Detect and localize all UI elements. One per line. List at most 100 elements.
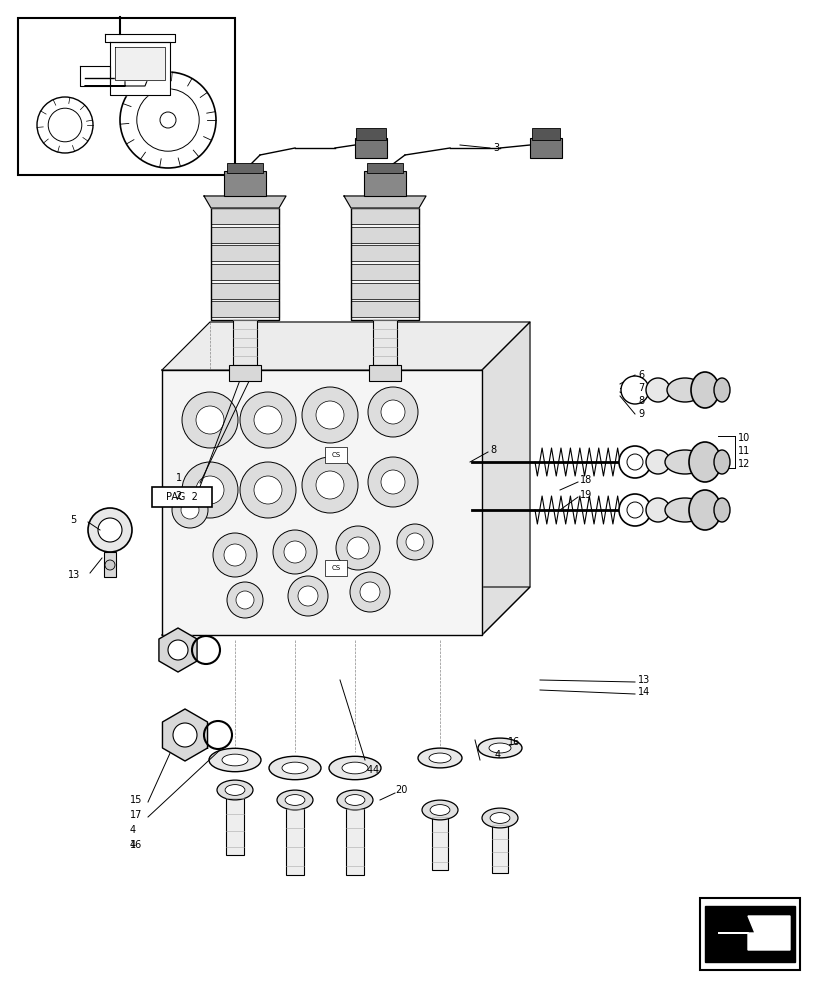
Polygon shape	[162, 709, 208, 761]
Circle shape	[168, 640, 188, 660]
Circle shape	[336, 526, 380, 570]
Circle shape	[396, 524, 433, 560]
Text: 14: 14	[638, 687, 649, 697]
Circle shape	[405, 533, 423, 551]
Ellipse shape	[284, 795, 304, 805]
Circle shape	[37, 97, 93, 153]
Text: 20: 20	[394, 785, 407, 795]
Ellipse shape	[328, 756, 380, 780]
Bar	[227, 163, 263, 173]
Bar	[325, 447, 347, 463]
Circle shape	[172, 492, 208, 528]
Text: 16: 16	[130, 840, 142, 850]
Polygon shape	[211, 301, 279, 317]
Circle shape	[350, 572, 390, 612]
Ellipse shape	[688, 442, 720, 482]
Ellipse shape	[481, 808, 518, 828]
Circle shape	[298, 586, 318, 606]
Circle shape	[626, 454, 643, 470]
Circle shape	[316, 471, 343, 499]
Circle shape	[120, 72, 216, 168]
Circle shape	[236, 591, 254, 609]
Polygon shape	[351, 227, 418, 243]
Ellipse shape	[667, 378, 702, 402]
Circle shape	[213, 533, 256, 577]
Polygon shape	[162, 587, 529, 635]
Text: 4: 4	[130, 840, 136, 850]
Polygon shape	[343, 196, 425, 208]
Ellipse shape	[269, 756, 321, 780]
Polygon shape	[80, 66, 110, 86]
Text: 4: 4	[130, 825, 136, 835]
Bar	[152, 487, 212, 507]
Text: 4: 4	[366, 765, 373, 775]
Ellipse shape	[225, 785, 245, 795]
Circle shape	[302, 457, 357, 513]
Polygon shape	[162, 322, 529, 370]
Circle shape	[48, 108, 82, 142]
Polygon shape	[110, 42, 170, 95]
Circle shape	[288, 576, 327, 616]
Bar	[285, 800, 304, 875]
Ellipse shape	[477, 738, 521, 758]
Text: 17: 17	[130, 810, 142, 820]
Text: 5: 5	[70, 515, 76, 525]
Ellipse shape	[217, 780, 253, 800]
Bar	[432, 810, 447, 870]
Text: 4: 4	[372, 765, 379, 775]
Ellipse shape	[489, 743, 510, 753]
Polygon shape	[203, 196, 285, 208]
Polygon shape	[159, 628, 197, 672]
Polygon shape	[351, 301, 418, 317]
Circle shape	[619, 494, 650, 526]
Polygon shape	[85, 61, 155, 86]
Polygon shape	[115, 47, 165, 80]
Polygon shape	[211, 208, 279, 224]
Polygon shape	[105, 34, 174, 42]
Polygon shape	[351, 264, 418, 280]
Bar	[232, 320, 256, 365]
Text: 9: 9	[638, 409, 643, 419]
Circle shape	[367, 387, 418, 437]
Text: 13: 13	[638, 675, 649, 685]
Bar	[211, 208, 279, 320]
Circle shape	[182, 462, 237, 518]
Circle shape	[182, 392, 237, 448]
Circle shape	[645, 450, 669, 474]
Ellipse shape	[208, 748, 261, 772]
Ellipse shape	[337, 790, 372, 810]
Ellipse shape	[713, 498, 729, 522]
Ellipse shape	[222, 754, 248, 766]
Ellipse shape	[282, 762, 308, 774]
Bar	[224, 171, 265, 196]
Bar	[355, 138, 386, 158]
Circle shape	[160, 112, 176, 128]
Circle shape	[367, 457, 418, 507]
Bar	[364, 171, 405, 196]
Circle shape	[240, 392, 295, 448]
Text: CS: CS	[331, 565, 340, 571]
Ellipse shape	[713, 378, 729, 402]
Circle shape	[380, 400, 404, 424]
Circle shape	[645, 378, 669, 402]
Circle shape	[136, 89, 199, 151]
Polygon shape	[481, 322, 529, 635]
Circle shape	[224, 544, 246, 566]
Text: 1: 1	[175, 473, 182, 483]
Circle shape	[173, 723, 197, 747]
Text: 3: 3	[492, 143, 499, 153]
Circle shape	[181, 501, 198, 519]
Text: 15: 15	[130, 795, 142, 805]
Ellipse shape	[713, 450, 729, 474]
Bar	[346, 800, 364, 875]
Circle shape	[645, 498, 669, 522]
Text: 6: 6	[638, 370, 643, 380]
Polygon shape	[211, 283, 279, 299]
Circle shape	[347, 537, 369, 559]
Bar	[351, 208, 418, 320]
Ellipse shape	[422, 800, 457, 820]
Circle shape	[360, 582, 380, 602]
Text: 4: 4	[495, 750, 500, 760]
Bar	[104, 552, 116, 577]
Circle shape	[619, 446, 650, 478]
